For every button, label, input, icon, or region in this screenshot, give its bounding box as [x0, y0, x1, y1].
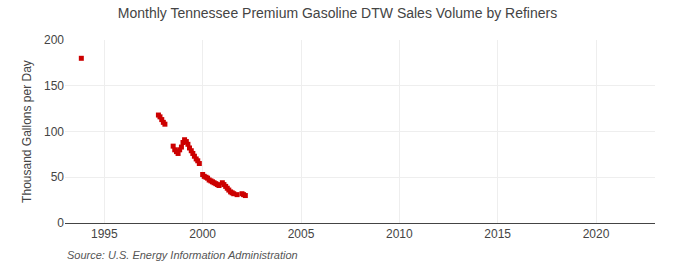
svg-text:50: 50: [51, 170, 65, 184]
svg-text:0: 0: [57, 216, 64, 230]
svg-text:2010: 2010: [386, 227, 413, 241]
svg-text:2015: 2015: [484, 227, 511, 241]
svg-text:2005: 2005: [288, 227, 315, 241]
svg-text:Thousand Gallons per Day: Thousand Gallons per Day: [20, 60, 34, 203]
svg-text:1995: 1995: [91, 227, 118, 241]
svg-text:2000: 2000: [189, 227, 216, 241]
svg-text:Monthly Tennessee Premium Gaso: Monthly Tennessee Premium Gasoline DTW S…: [118, 5, 557, 21]
svg-text:Source: U.S. Energy Informatio: Source: U.S. Energy Information Administ…: [67, 249, 298, 261]
svg-text:150: 150: [44, 79, 64, 93]
svg-text:100: 100: [44, 125, 64, 139]
svg-text:200: 200: [44, 33, 64, 47]
svg-text:2020: 2020: [583, 227, 610, 241]
